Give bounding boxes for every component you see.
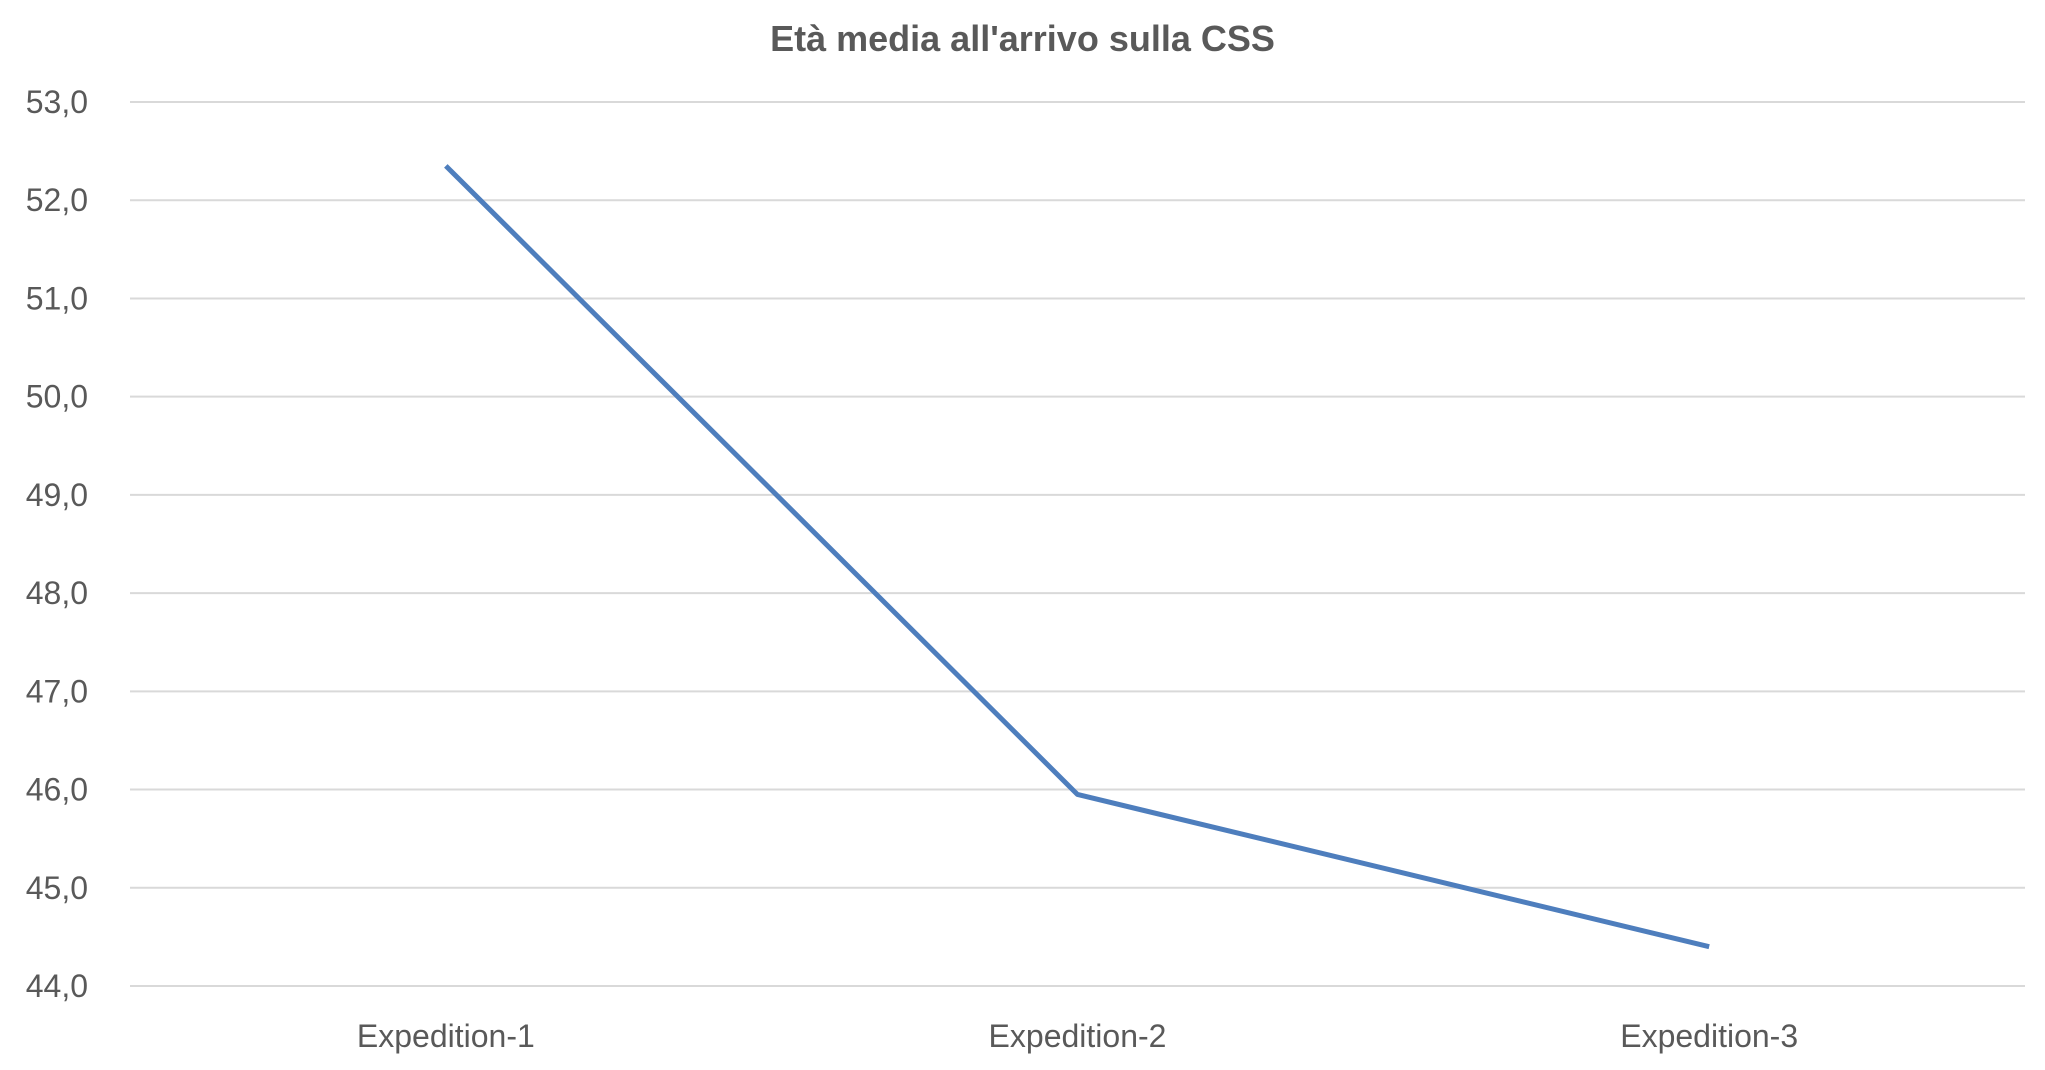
series-line — [444, 164, 1710, 950]
y-tick-label: 51,0 — [26, 280, 88, 316]
y-tick-label: 44,0 — [26, 968, 88, 1004]
y-tick-label: 46,0 — [26, 772, 88, 808]
y-tick-label: 47,0 — [26, 673, 88, 709]
series-layer — [444, 164, 1710, 950]
x-tick-label: Expedition-2 — [989, 1018, 1167, 1054]
x-tick-label: Expedition-3 — [1620, 1018, 1798, 1054]
y-tick-label: 45,0 — [26, 870, 88, 906]
y-axis-ticks: 44,0 45,0 46,0 47,0 48,0 49,0 50,0 51,0 52,0 53,0 — [26, 84, 88, 1004]
y-tick-label: 49,0 — [26, 477, 88, 513]
chart-title: Età media all'arrivo sulla CSS — [770, 18, 1275, 59]
x-tick-label: Expedition-1 — [357, 1018, 535, 1054]
y-tick-label: 50,0 — [26, 379, 88, 415]
x-axis-ticks: Expedition-1 Expedition-2 Expedition-3 — [357, 1018, 1798, 1054]
grid-layer — [130, 101, 2025, 987]
y-tick-label: 53,0 — [26, 84, 88, 120]
y-tick-label: 52,0 — [26, 182, 88, 218]
y-tick-label: 48,0 — [26, 575, 88, 611]
